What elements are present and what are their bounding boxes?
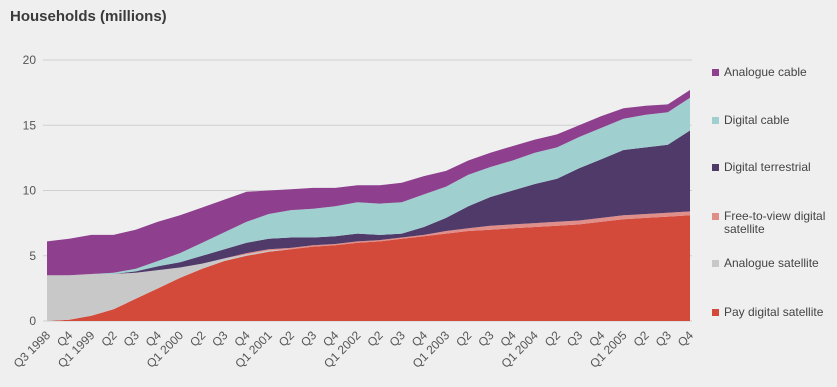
x-tick-label: Q3 1998 — [11, 328, 54, 371]
legend-label: Digital cable — [724, 113, 790, 127]
legend-label: Free-to-view digital satellite — [724, 209, 826, 236]
legend-item: Pay digital satellite — [712, 306, 836, 319]
legend-label: Digital terrestrial — [724, 160, 811, 174]
area-series-5 — [47, 90, 690, 276]
x-tick-label: Q2 — [631, 328, 652, 349]
y-tick-label: 20 — [23, 53, 37, 67]
area-series-2 — [47, 211, 690, 276]
x-tick-label: Q3 — [121, 328, 142, 349]
legend-item: Digital cable — [712, 114, 836, 127]
x-tick-label: Q2 — [453, 328, 474, 349]
legend-item: Analogue satellite — [712, 257, 836, 270]
x-tick-label: Q3 — [564, 328, 585, 349]
legend-swatch — [712, 69, 719, 76]
y-tick-label: 0 — [29, 314, 36, 328]
x-tick-label: Q2 — [187, 328, 208, 349]
x-tick-label: Q3 — [387, 328, 408, 349]
legend-swatch — [712, 117, 719, 124]
legend-label: Pay digital satellite — [724, 305, 824, 319]
legend-swatch — [712, 260, 719, 267]
legend-swatch — [712, 164, 719, 171]
legend-item: Analogue cable — [712, 66, 836, 79]
area-series-0 — [47, 215, 690, 321]
x-tick-label: Q4 — [675, 328, 696, 349]
chart-title: Households (millions) — [10, 8, 167, 25]
x-tick-label: Q2 — [542, 328, 563, 349]
legend-label: Analogue cable — [724, 65, 807, 79]
x-tick-label: Q3 — [653, 328, 674, 349]
x-tick-label: Q2 — [98, 328, 119, 349]
legend-label: Analogue satellite — [724, 256, 819, 270]
x-tick-label: Q3 — [298, 328, 319, 349]
x-tick-label: Q2 — [276, 328, 297, 349]
legend-swatch — [712, 213, 719, 220]
x-tick-label: Q3 — [475, 328, 496, 349]
legend-swatch — [712, 309, 719, 316]
y-tick-label: 15 — [23, 118, 37, 132]
area-series-1 — [47, 215, 690, 321]
y-tick-label: 5 — [29, 249, 36, 263]
legend-item: Free-to-view digital satellite — [712, 210, 836, 236]
x-tick-label: Q3 — [209, 328, 230, 349]
legend-item: Digital terrestrial — [712, 161, 836, 174]
x-tick-label: Q2 — [364, 328, 385, 349]
y-tick-label: 10 — [23, 184, 37, 198]
area-series-3 — [47, 130, 690, 276]
